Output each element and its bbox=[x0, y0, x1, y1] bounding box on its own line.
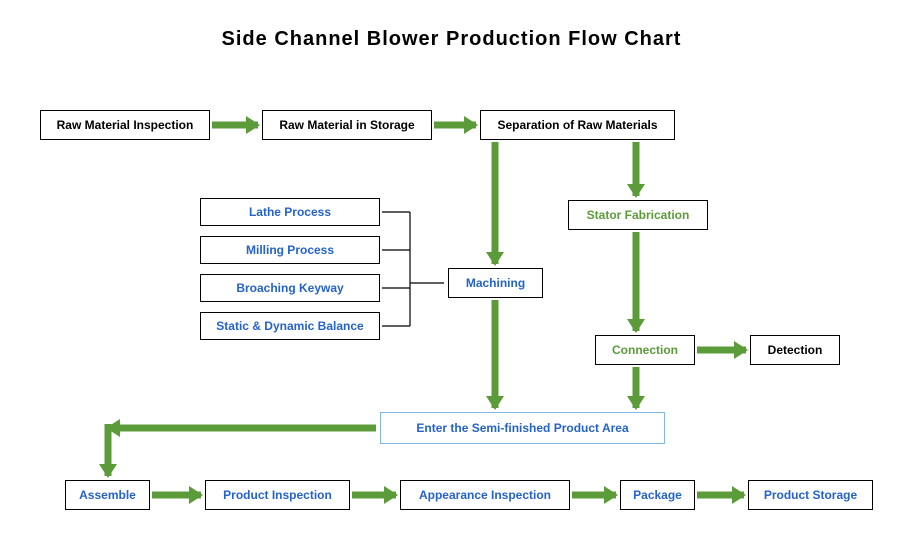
node-semi: Enter the Semi-finished Product Area bbox=[380, 412, 665, 444]
node-connection: Connection bbox=[595, 335, 695, 365]
node-lathe: Lathe Process bbox=[200, 198, 380, 226]
chart-title: Side Channel Blower Production Flow Char… bbox=[0, 28, 903, 51]
node-prod_insp: Product Inspection bbox=[205, 480, 350, 510]
node-machining: Machining bbox=[448, 268, 543, 298]
node-assemble: Assemble bbox=[65, 480, 150, 510]
node-raw_storage: Raw Material in Storage bbox=[262, 110, 432, 140]
node-stator: Stator Fabrication bbox=[568, 200, 708, 230]
node-raw_insp: Raw Material Inspection bbox=[40, 110, 210, 140]
node-detection: Detection bbox=[750, 335, 840, 365]
node-separation: Separation of Raw Materials bbox=[480, 110, 675, 140]
node-milling: Milling Process bbox=[200, 236, 380, 264]
node-broach: Broaching Keyway bbox=[200, 274, 380, 302]
node-appear: Appearance Inspection bbox=[400, 480, 570, 510]
node-prod_stor: Product Storage bbox=[748, 480, 873, 510]
node-balance: Static & Dynamic Balance bbox=[200, 312, 380, 340]
node-package: Package bbox=[620, 480, 695, 510]
